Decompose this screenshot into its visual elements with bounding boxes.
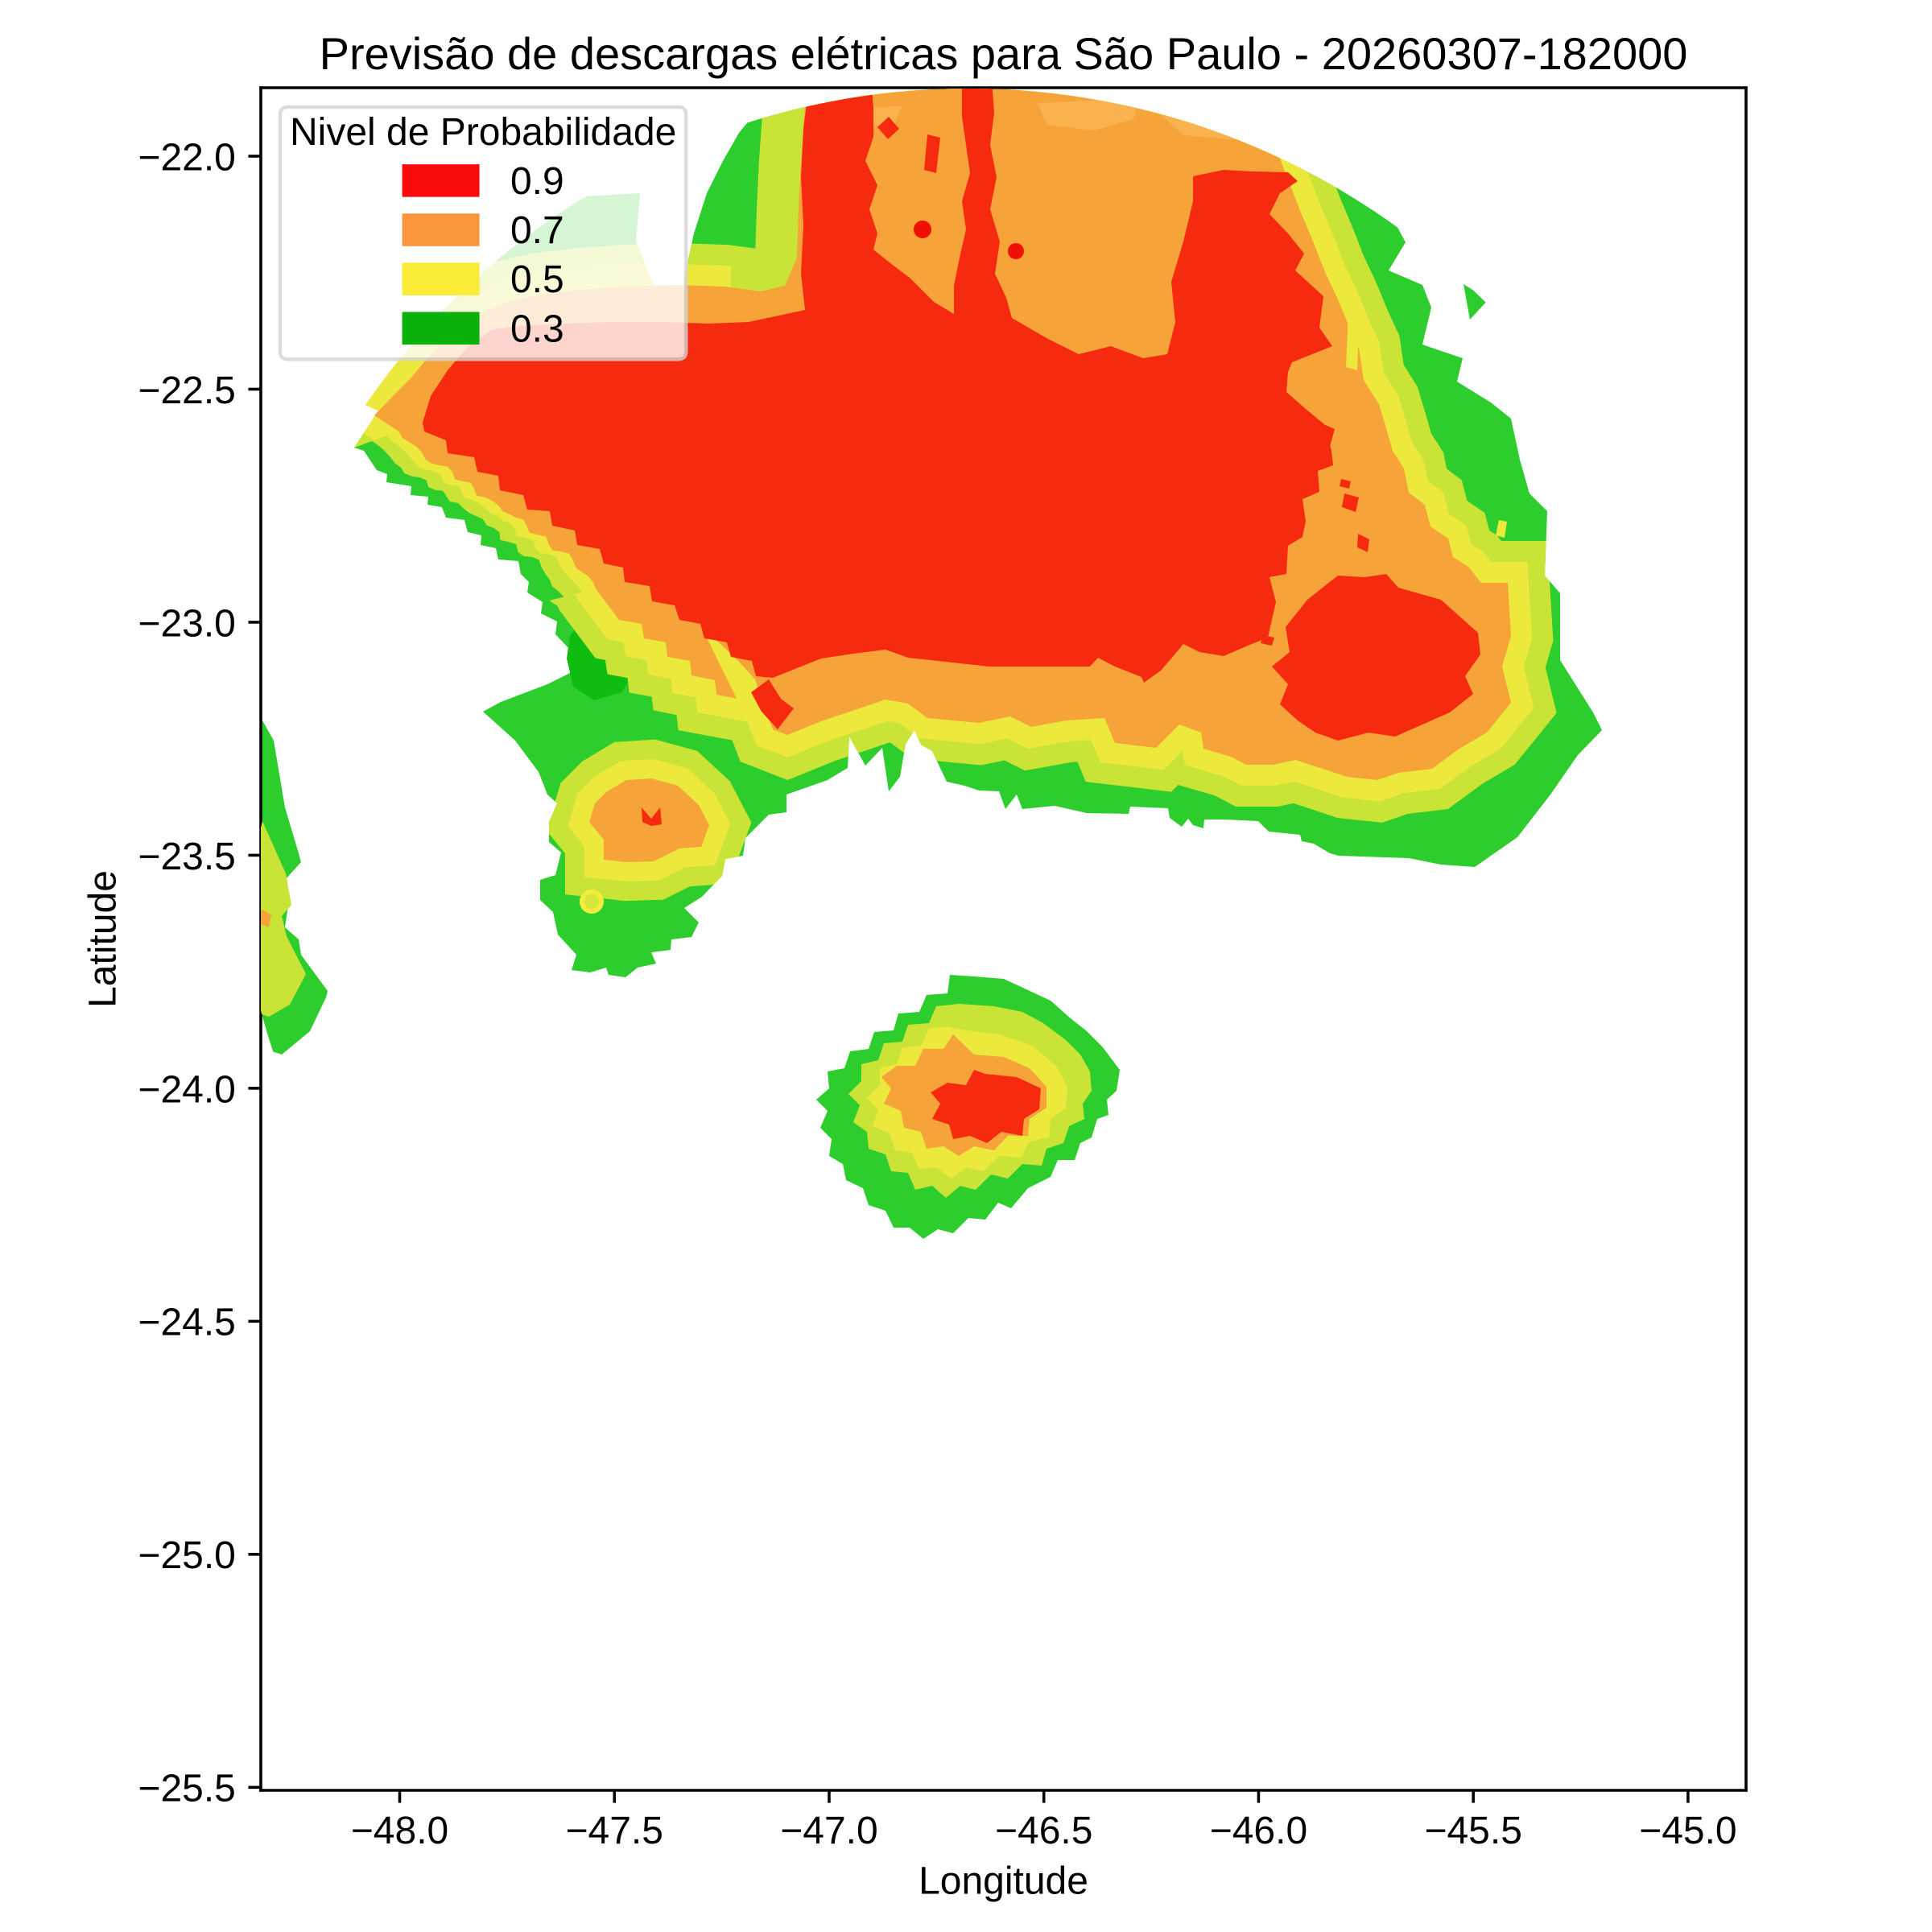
svg-text:Previsão de descargas elétrica: Previsão de descargas elétricas para São…	[320, 28, 1688, 79]
svg-text:−23.5: −23.5	[138, 836, 235, 878]
svg-text:−46.5: −46.5	[995, 1810, 1092, 1852]
svg-text:−22.5: −22.5	[138, 369, 235, 412]
svg-text:0.3: 0.3	[510, 308, 564, 350]
svg-text:0.9: 0.9	[510, 160, 564, 203]
svg-text:Latitude: Latitude	[82, 870, 125, 1008]
svg-text:−47.0: −47.0	[780, 1810, 877, 1852]
svg-text:0.5: 0.5	[510, 258, 564, 301]
svg-text:−48.0: −48.0	[351, 1810, 448, 1852]
svg-text:−24.5: −24.5	[138, 1302, 235, 1344]
svg-text:−23.0: −23.0	[138, 602, 235, 645]
svg-text:−45.5: −45.5	[1424, 1810, 1521, 1852]
svg-text:−47.5: −47.5	[566, 1810, 663, 1852]
svg-text:−46.0: −46.0	[1210, 1810, 1307, 1852]
svg-text:−25.0: −25.0	[138, 1534, 235, 1577]
svg-text:−22.0: −22.0	[138, 136, 235, 179]
svg-text:−45.0: −45.0	[1639, 1810, 1736, 1852]
svg-text:Nivel de Probabilidade: Nivel de Probabilidade	[290, 111, 676, 154]
svg-text:Longitude: Longitude	[919, 1860, 1088, 1902]
svg-text:−24.0: −24.0	[138, 1068, 235, 1111]
svg-text:−25.5: −25.5	[138, 1768, 235, 1810]
svg-text:0.7: 0.7	[510, 209, 564, 252]
